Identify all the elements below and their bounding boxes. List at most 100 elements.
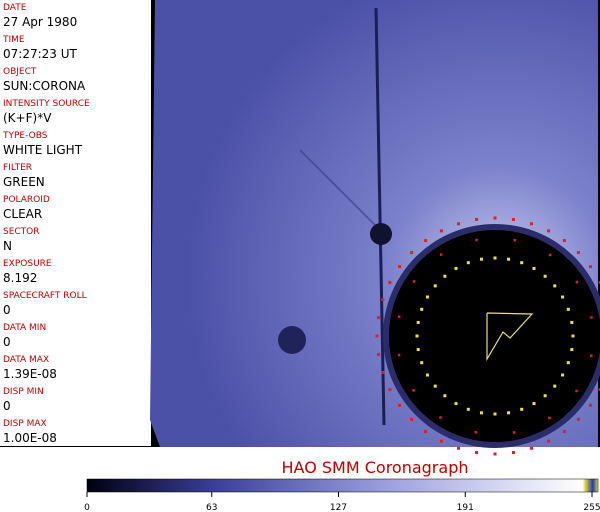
field-value: CLEAR: [3, 207, 43, 221]
red-dot: [547, 229, 551, 233]
yellow-dot: [507, 257, 511, 261]
red-dot: [388, 388, 392, 392]
pylon: [374, 7, 386, 426]
yellow-dot: [443, 274, 447, 278]
field-value: 8.192: [3, 271, 38, 285]
red-dot: [439, 253, 443, 256]
yellow-dot: [420, 307, 424, 311]
colorbar-tick-label: 191: [457, 503, 474, 512]
yellow-dot: [532, 402, 536, 406]
red-dot: [398, 403, 402, 407]
red-dot: [598, 388, 600, 392]
red-dot: [424, 429, 428, 433]
red-dot: [439, 229, 443, 233]
red-dot: [475, 238, 478, 242]
red-dot: [576, 417, 580, 421]
red-dot: [439, 439, 443, 443]
red-dot: [513, 238, 516, 242]
yellow-dot: [415, 334, 419, 338]
red-dot: [376, 316, 380, 320]
red-dot: [512, 431, 516, 434]
red-dot: [598, 280, 600, 284]
occulter: [389, 230, 600, 442]
red-dot: [590, 354, 593, 357]
red-dot: [511, 217, 515, 221]
red-dot: [410, 417, 414, 421]
yellow-dot: [454, 402, 458, 406]
red-dot: [439, 416, 442, 419]
red-dot: [511, 451, 515, 455]
field-value: 0: [3, 335, 11, 349]
yellow-dot: [479, 411, 483, 415]
yellow-dot: [571, 334, 575, 338]
yellow-dot: [466, 261, 470, 265]
field-label: DISP MIN: [3, 387, 44, 397]
red-dot: [398, 265, 402, 269]
yellow-dot: [570, 348, 574, 352]
yellow-dot: [566, 361, 570, 365]
red-dot: [575, 280, 579, 284]
field-value: 0: [3, 399, 11, 413]
colorbar-tick-label: 255: [583, 503, 600, 512]
red-dot: [529, 222, 533, 226]
yellow-dot: [532, 266, 536, 270]
sector-outline: [486, 312, 534, 362]
yellow-dot: [507, 411, 511, 415]
field-label: DATA MIN: [3, 323, 47, 333]
red-dot: [397, 315, 401, 319]
red-dot: [376, 352, 380, 356]
red-dot: [457, 222, 461, 226]
yellow-dot: [416, 320, 420, 324]
red-dot: [588, 403, 592, 407]
field-label: TYPE-OBS: [3, 131, 48, 141]
yellow-dot: [543, 274, 547, 278]
yellow-dot: [425, 295, 429, 299]
field-label: EXPOSURE: [3, 259, 52, 269]
red-dot: [375, 334, 379, 338]
red-dot: [457, 446, 461, 450]
streak: [299, 149, 383, 233]
yellow-dot: [425, 373, 429, 377]
field-label: DATE: [3, 3, 27, 13]
field-value: N: [3, 239, 12, 253]
yellow-dot: [454, 266, 458, 270]
red-dot: [424, 239, 428, 243]
yellow-dot: [570, 320, 574, 324]
yellow-dot: [416, 348, 420, 352]
yellow-dot: [433, 284, 437, 288]
red-dot: [474, 431, 478, 434]
field-value: SUN:CORONA: [3, 79, 86, 93]
yellow-dot: [520, 261, 524, 265]
field-value: 07:27:23 UT: [3, 47, 77, 61]
field-label: POLAROID: [3, 195, 50, 205]
red-dot: [475, 217, 479, 221]
red-dot: [547, 439, 551, 443]
field-label: OBJECT: [3, 67, 37, 77]
red-dot: [575, 389, 578, 393]
red-dot: [529, 446, 533, 450]
red-dot: [548, 253, 552, 257]
red-dot: [388, 280, 392, 284]
yellow-dot: [466, 407, 470, 411]
pylon-blob: [370, 223, 392, 245]
colorbar: [86, 478, 599, 493]
field-label: DATA MAX: [3, 355, 50, 365]
field-value: GREEN: [3, 175, 45, 189]
field-value: (K+F)*V: [3, 111, 52, 125]
spot: [278, 326, 306, 354]
yellow-dot: [553, 284, 557, 288]
red-dot: [412, 280, 416, 283]
field-value: 27 Apr 1980: [3, 15, 78, 29]
field-value: 0: [3, 303, 11, 317]
red-dot: [548, 416, 551, 420]
red-dot: [562, 239, 566, 243]
yellow-dot: [553, 384, 557, 388]
field-label: SPACECRAFT ROLL: [3, 291, 87, 301]
colorbar-tick-label: 127: [330, 503, 347, 512]
red-dot: [562, 429, 566, 433]
yellow-dot: [561, 373, 565, 377]
red-dot: [412, 389, 415, 392]
yellow-dot: [433, 384, 437, 388]
red-dot: [493, 216, 497, 220]
